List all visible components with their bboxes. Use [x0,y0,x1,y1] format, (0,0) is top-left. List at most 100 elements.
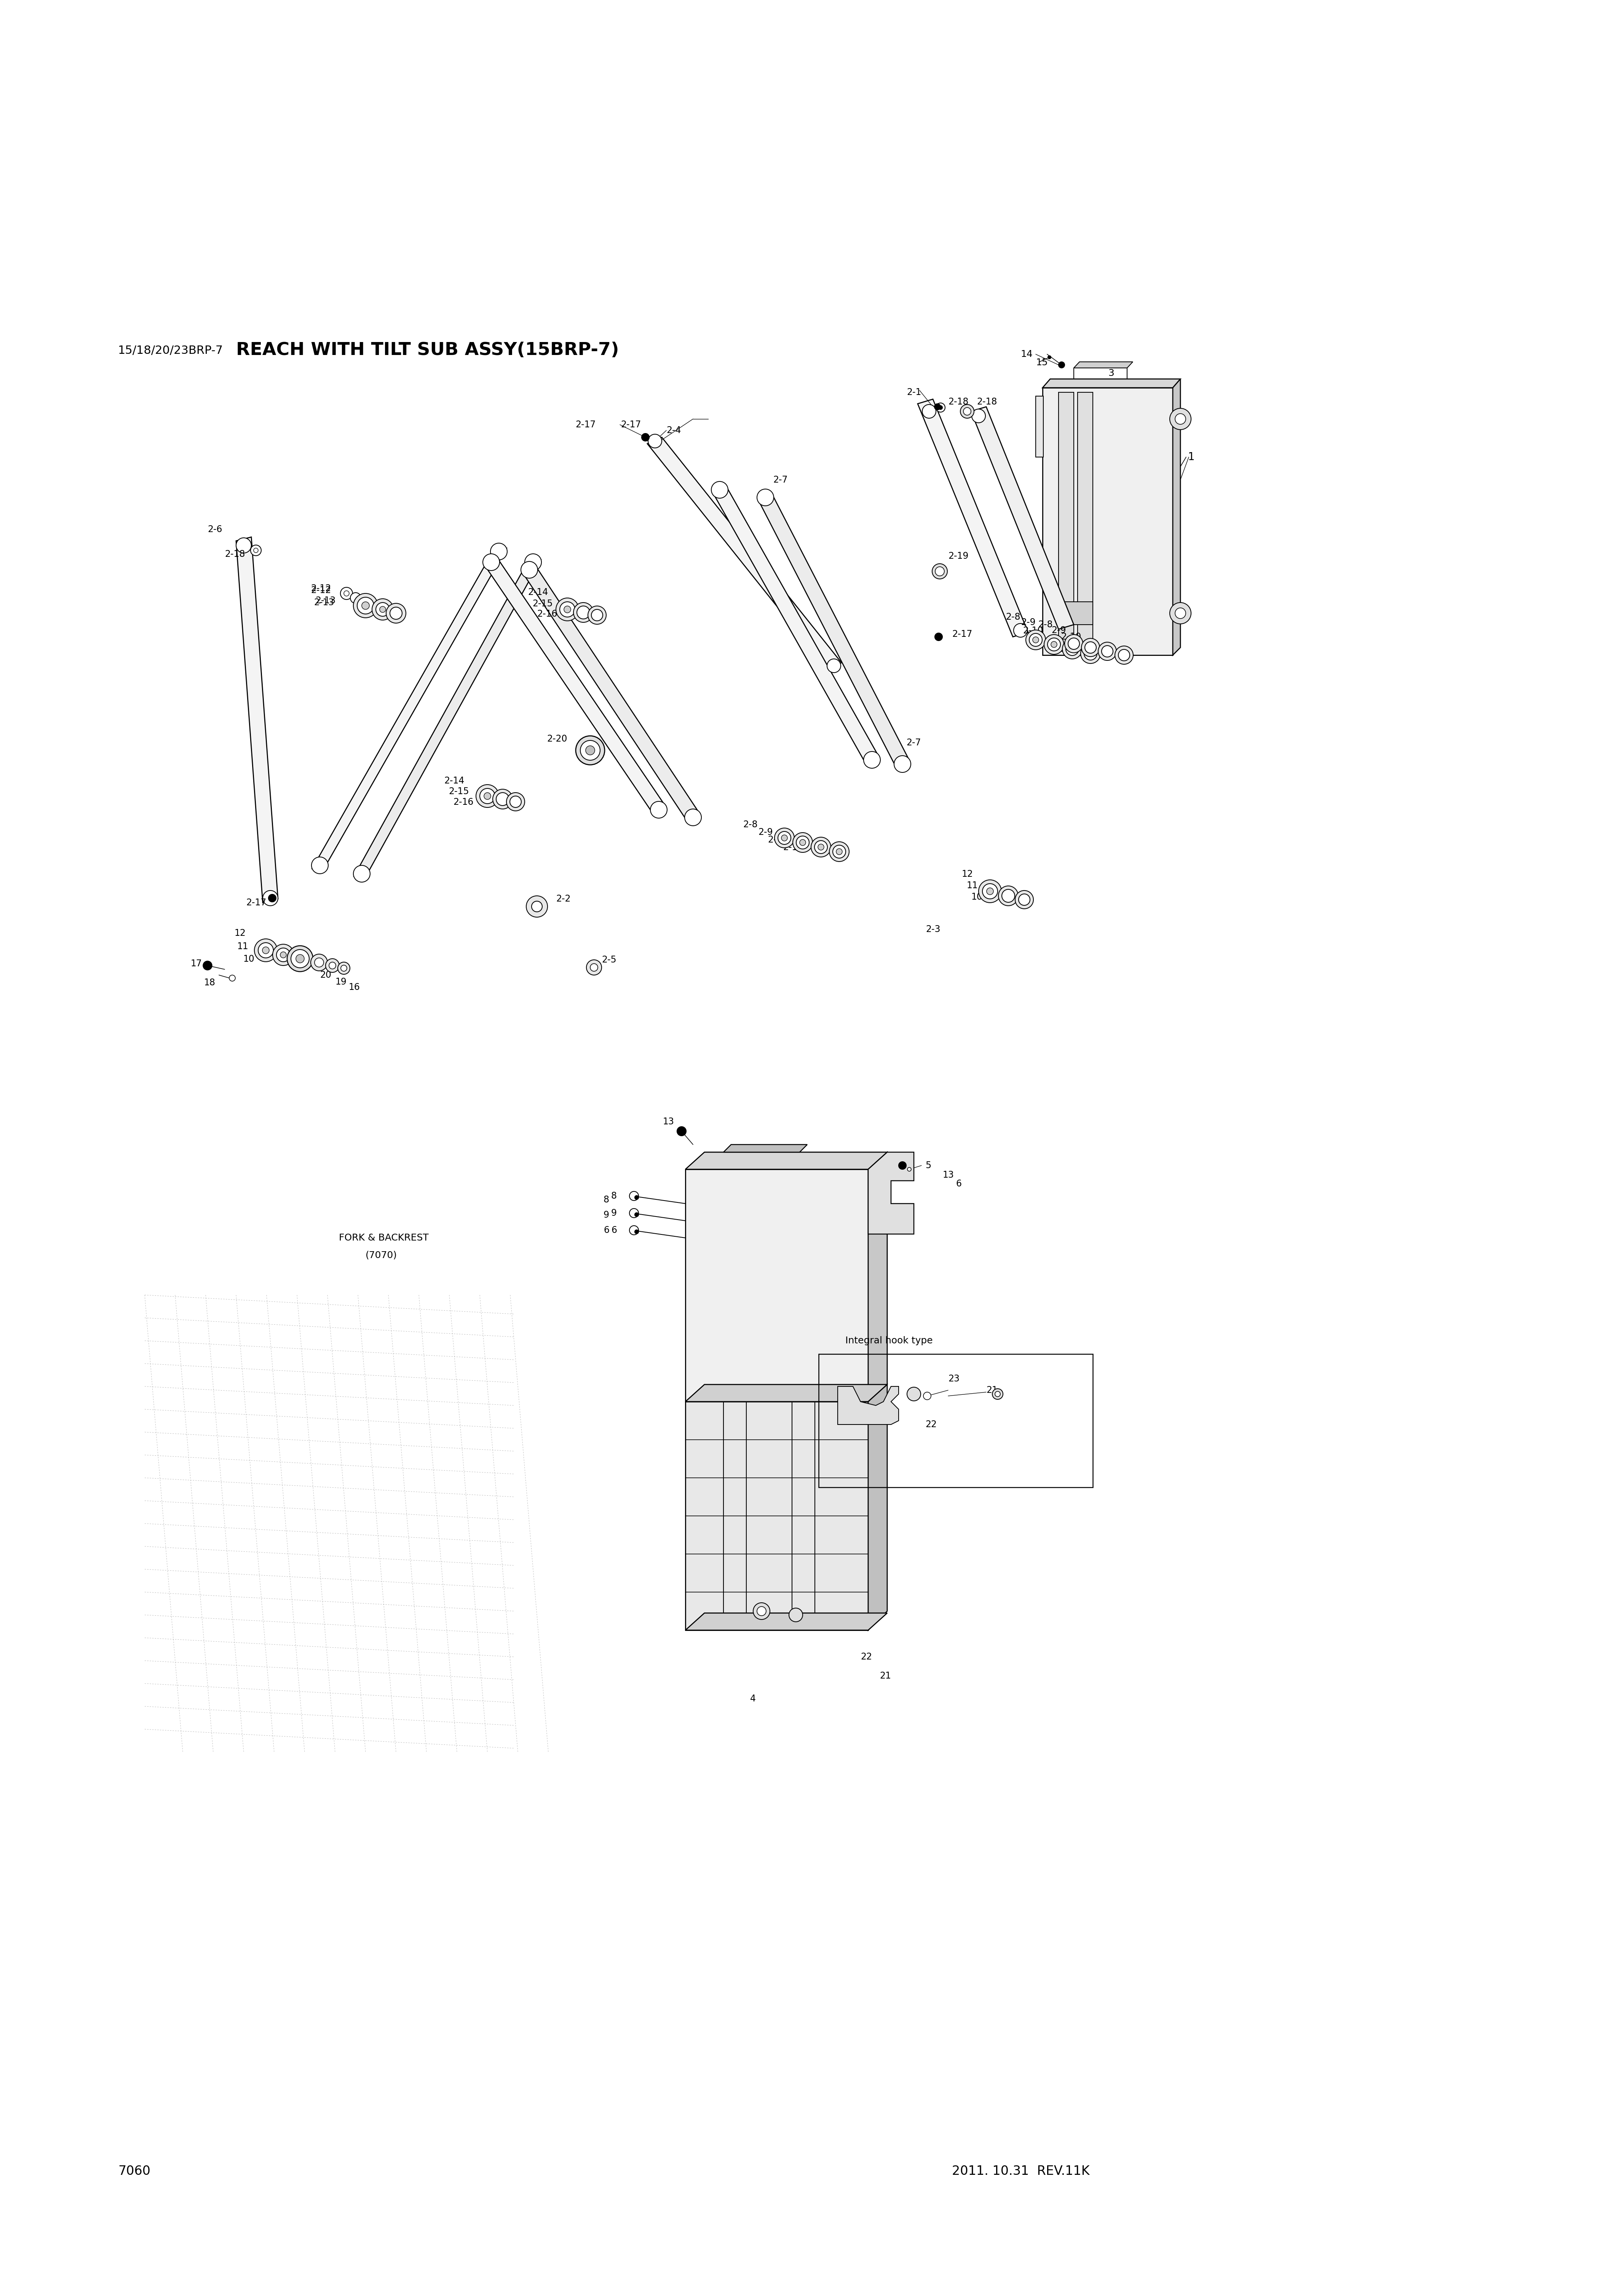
Circle shape [273,944,294,965]
Text: (7070): (7070) [365,1251,398,1260]
Circle shape [497,793,508,806]
Text: 21: 21 [986,1386,997,1395]
Circle shape [354,593,378,619]
Circle shape [375,603,390,616]
Circle shape [963,408,971,415]
Circle shape [325,958,339,971]
Polygon shape [1043,387,1173,655]
Circle shape [775,827,794,848]
Circle shape [906,1386,921,1400]
Circle shape [983,884,997,898]
Circle shape [315,958,323,967]
Text: 2-8: 2-8 [744,820,758,829]
Circle shape [754,1604,770,1620]
Text: 2011. 10.31  REV.11K: 2011. 10.31 REV.11K [952,2165,1090,2176]
Circle shape [341,965,348,971]
Text: Integral hook type: Integral hook type [846,1336,932,1345]
Polygon shape [1078,392,1093,651]
Text: 2-12: 2-12 [310,586,331,596]
Circle shape [362,603,369,609]
Circle shape [635,1212,638,1217]
Text: 2-17: 2-17 [247,898,266,907]
Circle shape [296,955,304,962]
Circle shape [577,735,604,765]
Circle shape [390,607,403,619]
Circle shape [932,564,947,580]
Circle shape [253,548,258,552]
Circle shape [1098,641,1116,660]
Circle shape [255,939,278,962]
Circle shape [830,841,849,861]
Circle shape [1047,355,1051,360]
Bar [818,1354,1093,1487]
Circle shape [1119,648,1130,660]
Text: 2-7: 2-7 [773,474,788,483]
Text: 3: 3 [1108,369,1114,378]
Text: 17: 17 [190,960,201,969]
Circle shape [935,403,945,412]
Circle shape [971,410,986,424]
Circle shape [1065,635,1083,653]
Polygon shape [971,408,1073,630]
Circle shape [1085,646,1096,660]
Circle shape [796,836,809,850]
Text: 12: 12 [961,871,973,880]
Circle shape [492,788,513,809]
Polygon shape [869,1152,887,1402]
Polygon shape [484,559,666,811]
Polygon shape [1073,362,1134,369]
Text: 2-7: 2-7 [906,738,921,747]
Circle shape [815,841,827,855]
Circle shape [341,586,352,600]
Circle shape [630,1191,638,1200]
Circle shape [1169,603,1190,623]
Circle shape [1088,651,1093,658]
Text: 2-12: 2-12 [310,584,331,593]
Text: 11: 11 [237,942,248,951]
Text: 2-11: 2-11 [1077,639,1096,648]
Text: 1: 1 [1189,451,1195,463]
Circle shape [935,632,942,641]
Circle shape [979,880,1002,903]
Text: 2-15: 2-15 [448,786,469,795]
Circle shape [1033,637,1039,644]
Circle shape [648,435,663,449]
Circle shape [987,889,994,896]
Circle shape [357,598,374,614]
Text: 10: 10 [244,955,255,965]
Text: 2-11: 2-11 [1038,635,1059,644]
Circle shape [1069,637,1080,648]
Circle shape [1002,889,1015,903]
Text: 15: 15 [1036,357,1047,367]
Circle shape [560,603,575,616]
Polygon shape [685,1152,887,1168]
Text: 2-18: 2-18 [948,396,968,406]
Circle shape [229,976,235,981]
Polygon shape [1059,603,1093,625]
Circle shape [939,406,942,410]
Text: 12: 12 [234,928,245,937]
Text: 2-17: 2-17 [575,419,596,428]
Text: 6: 6 [957,1180,961,1189]
Circle shape [235,538,252,552]
Polygon shape [1059,392,1073,651]
Polygon shape [685,1168,869,1402]
Text: 2-13: 2-13 [313,598,335,607]
Text: 15/18/20/23BRP-7: 15/18/20/23BRP-7 [119,346,222,355]
Circle shape [895,756,911,772]
Circle shape [564,607,570,612]
Circle shape [577,607,590,619]
Circle shape [992,1388,1004,1400]
Text: 11: 11 [966,882,978,891]
Polygon shape [838,1386,898,1425]
Text: 2-8: 2-8 [1005,612,1020,621]
Circle shape [263,891,278,905]
Circle shape [580,740,601,761]
Circle shape [810,836,831,857]
Circle shape [711,481,728,497]
Circle shape [354,866,370,882]
Text: 2-9: 2-9 [1021,619,1036,628]
Polygon shape [758,495,909,765]
Text: 13: 13 [942,1171,953,1180]
Circle shape [778,832,791,845]
